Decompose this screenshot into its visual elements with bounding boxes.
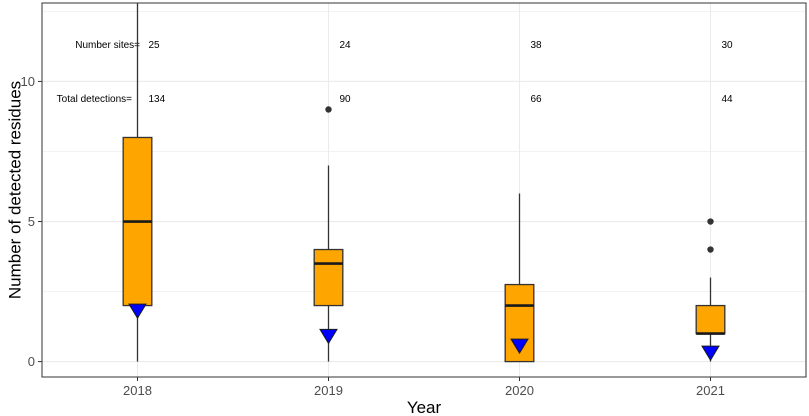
box-2021 xyxy=(695,218,726,362)
mean-marker xyxy=(510,338,529,355)
y-tick-label: 10 xyxy=(21,74,35,89)
y-tick-label: 5 xyxy=(28,214,35,229)
y-tick-label: 0 xyxy=(28,354,35,369)
outlier-point xyxy=(707,246,714,253)
iqr-box xyxy=(313,248,344,307)
annotations: Number sites= Total detections= 25 134 24 90 3… xyxy=(57,40,733,105)
boxes xyxy=(122,3,726,363)
x-axis-title: Year xyxy=(407,398,442,416)
x-tick-label: 2021 xyxy=(696,383,725,398)
number-sites-value: 25 xyxy=(149,40,161,51)
mean-marker xyxy=(128,303,147,320)
mean-marker xyxy=(319,328,338,345)
y-axis-title: Number of detected residues xyxy=(5,81,24,299)
outlier-point xyxy=(707,218,714,225)
iqr-box xyxy=(695,304,726,335)
total-detections-value: 90 xyxy=(340,94,352,105)
x-tick-label: 2018 xyxy=(123,383,152,398)
number-sites-value: 24 xyxy=(340,40,352,51)
total-detections-value: 66 xyxy=(531,94,543,105)
number-sites-value: 30 xyxy=(722,40,734,51)
x-tick-label: 2020 xyxy=(505,383,534,398)
box-2018 xyxy=(122,3,153,362)
x-tick-label: 2019 xyxy=(314,383,343,398)
number-sites-value: 38 xyxy=(531,40,543,51)
box-2019 xyxy=(313,106,344,362)
outlier-point xyxy=(325,106,332,113)
mean-marker xyxy=(701,345,720,362)
number-sites-label: Number sites= xyxy=(75,40,140,51)
total-detections-value: 134 xyxy=(149,94,166,105)
box-2020 xyxy=(504,193,535,363)
total-detections-value: 44 xyxy=(722,94,734,105)
axis-ticks: 0 5 10 2018 2019 2020 2021 xyxy=(21,74,725,398)
total-detections-label: Total detections= xyxy=(57,94,132,105)
panel-border xyxy=(41,2,807,378)
